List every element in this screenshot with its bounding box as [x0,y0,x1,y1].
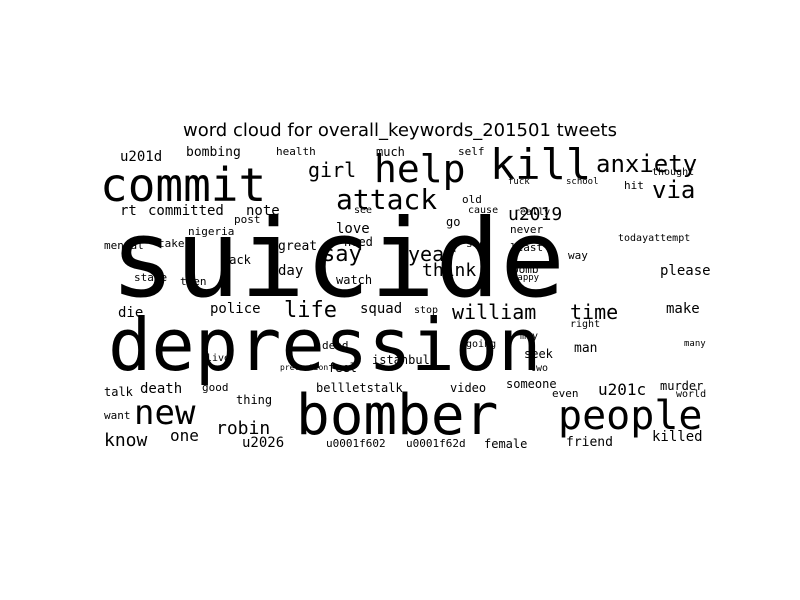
word-help: help [374,147,466,191]
word-good: good [202,381,229,394]
word-girl: girl [308,158,357,182]
word-bellletstalk: bellletstalk [316,381,403,395]
word-u2026: u2026 [242,435,285,451]
word-note: note [246,203,280,219]
word-life: life [284,298,337,323]
word-killed: killed [652,429,703,445]
word-bombing: bombing [186,145,241,160]
word-new: new [134,393,196,433]
word-people: people [558,393,703,439]
word-u0001f62d: u0001f62d [406,437,466,450]
word-school: school [566,177,599,187]
word-via: via [652,176,696,204]
word-talk: talk [104,385,133,399]
word-right: right [570,319,601,330]
word-nigeria: nigeria [188,225,235,238]
word-really: really [514,207,551,218]
word-day: day [278,263,304,279]
word-know: know [104,430,148,451]
word-thing: thing [236,393,273,407]
word-live: live [206,353,231,364]
word-friend: friend [566,435,613,450]
word-rt: rt [120,203,137,219]
word-year: year [408,242,457,266]
word-cause: cause [468,205,499,216]
word-squad: squad [360,301,403,317]
word-seek: seek [524,347,553,361]
word-old: old [462,193,482,206]
word-world: world [676,389,707,400]
word-sad: sad [466,237,486,250]
word-bomber: bomber [296,383,499,448]
word-thought: thought [652,167,695,178]
word-way: way [568,249,588,262]
word-two: two [530,363,549,374]
word-fuck: fuck [508,177,530,187]
word-need: need [344,235,373,249]
word-least: least [510,241,544,254]
word-mental: mental [104,239,144,252]
word-u201c: u201c [598,380,647,399]
word-todayattempt: todayattempt [618,233,691,244]
word-bomb: bomb [512,263,539,276]
word-man: man [574,341,598,356]
word-female: female [484,437,528,451]
word-go: go [446,215,461,229]
word-committed: committed [148,203,224,219]
word-never: never [510,223,544,236]
word-istanbul: istanbul [372,353,430,367]
word-post: post [234,213,261,226]
word-back: back [222,253,251,267]
word-love: love [336,221,370,237]
word-prevention: prevention [280,363,329,372]
word-say: say [322,242,362,267]
word-william: william [452,300,537,324]
word-time: time [570,300,619,324]
word-u201d: u201d [120,149,163,165]
word-police: police [210,301,261,317]
word-u0001f602: u0001f602 [326,437,386,450]
word-someone: someone [506,377,557,391]
word-much: much [376,145,405,159]
word-going: going [466,339,497,350]
word-even: even [552,387,579,400]
word-stop: stop [414,305,439,316]
word-hit: hit [624,179,644,192]
word-please: please [660,263,711,279]
word-one: one [170,426,199,445]
word-u2019: u2019 [508,204,563,225]
word-self: self [458,145,485,158]
word-take: take [158,237,185,250]
word-suicide: suicide [110,197,566,322]
word-robin: robin [216,418,271,439]
word-see: see [354,205,373,216]
word-may: may [520,331,539,342]
word-watch: watch [336,273,373,287]
word-anxiety: anxiety [596,150,698,178]
word-kill: kill [490,144,592,189]
word-state: state [134,271,168,284]
word-die: die [118,305,144,321]
word-depression: depression [108,303,542,387]
word-happy: happy [512,273,540,283]
word-many: many [684,339,706,349]
chart-title: word cloud for overall_keywords_201501 t… [182,120,617,141]
word-great: great [278,239,318,254]
word-commit: commit [100,158,267,212]
word-make: make [666,301,700,317]
word-feel: feel [328,361,357,375]
word-video: video [450,381,487,395]
word-think: think [422,260,477,281]
word-attack: attack [336,183,438,216]
word-health: health [276,145,316,158]
word-teen: teen [180,275,207,288]
word-cloud: suicide depression bomber commit kill he… [100,144,720,454]
word-murder: murder [660,379,704,393]
word-want: want [104,409,131,422]
word-death: death [140,381,183,397]
word-dead: dead [322,339,349,352]
